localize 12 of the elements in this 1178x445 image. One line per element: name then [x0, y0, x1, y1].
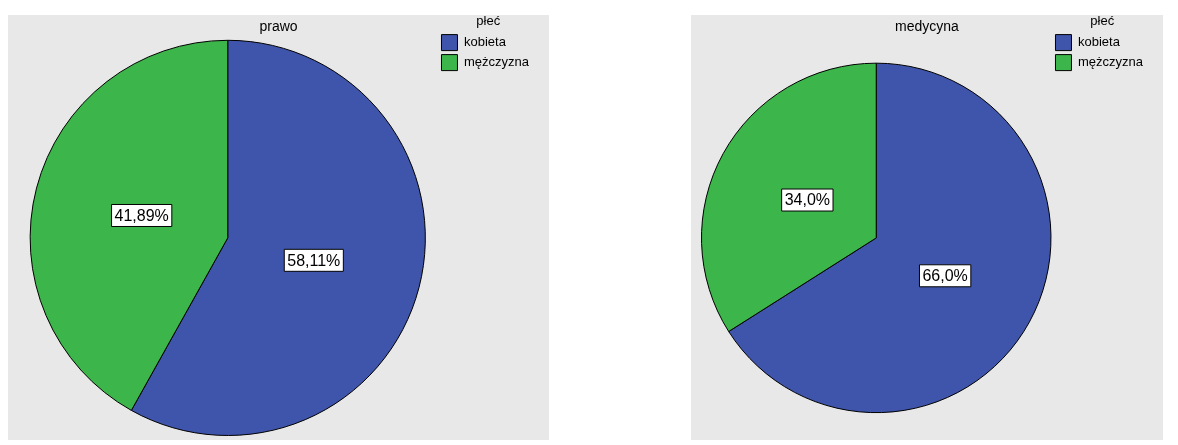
- legend-title: płeć: [1090, 13, 1115, 29]
- legend-title: płeć: [476, 13, 501, 29]
- data-label: 66,0%: [922, 267, 968, 285]
- data-label: 58,11%: [287, 251, 341, 269]
- legend-label: mężczyzna: [1077, 54, 1144, 70]
- legend-label: kobieta: [1077, 34, 1121, 50]
- chart-title: medycyna: [895, 18, 960, 35]
- legend-label: mężczyzna: [463, 54, 530, 70]
- data-label: 41,89%: [114, 206, 169, 224]
- data-label: 34,0%: [784, 191, 831, 209]
- legend-label: kobieta: [463, 34, 507, 50]
- chart-title: prawo: [259, 18, 298, 35]
